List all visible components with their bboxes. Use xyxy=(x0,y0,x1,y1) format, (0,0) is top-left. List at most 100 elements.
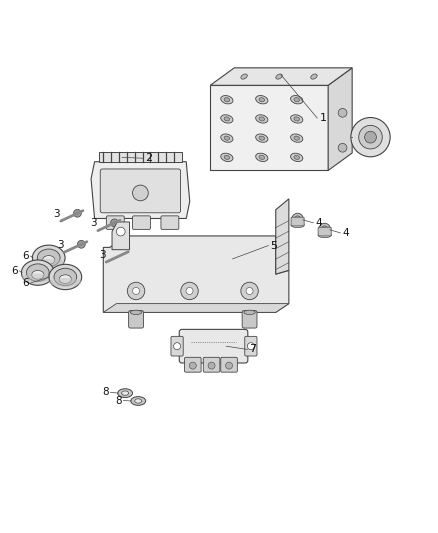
Circle shape xyxy=(338,143,347,152)
Ellipse shape xyxy=(221,134,233,142)
Circle shape xyxy=(241,282,258,300)
Text: 8: 8 xyxy=(116,395,122,406)
Circle shape xyxy=(364,131,376,143)
Circle shape xyxy=(351,117,390,157)
Text: 2: 2 xyxy=(145,153,152,163)
Text: 3: 3 xyxy=(57,240,64,249)
Ellipse shape xyxy=(26,264,49,281)
Circle shape xyxy=(246,287,253,294)
Text: 3: 3 xyxy=(99,250,105,260)
Circle shape xyxy=(119,251,127,259)
Circle shape xyxy=(338,108,347,117)
Circle shape xyxy=(74,209,81,217)
Ellipse shape xyxy=(290,115,303,123)
Ellipse shape xyxy=(118,389,133,398)
Ellipse shape xyxy=(21,260,54,285)
FancyBboxPatch shape xyxy=(100,169,180,213)
Ellipse shape xyxy=(259,98,265,102)
FancyBboxPatch shape xyxy=(242,311,257,328)
Ellipse shape xyxy=(294,117,300,121)
Ellipse shape xyxy=(259,155,265,159)
Circle shape xyxy=(173,343,180,350)
Circle shape xyxy=(133,287,140,294)
Ellipse shape xyxy=(294,136,300,140)
Circle shape xyxy=(127,282,145,300)
Circle shape xyxy=(78,240,85,248)
Ellipse shape xyxy=(59,275,71,284)
Ellipse shape xyxy=(32,259,65,268)
Ellipse shape xyxy=(221,153,233,161)
Ellipse shape xyxy=(291,222,304,228)
Ellipse shape xyxy=(256,115,268,123)
Ellipse shape xyxy=(122,391,129,395)
Ellipse shape xyxy=(131,397,146,405)
Polygon shape xyxy=(112,222,130,249)
Ellipse shape xyxy=(135,399,142,403)
Ellipse shape xyxy=(224,155,230,159)
Ellipse shape xyxy=(21,273,54,282)
Text: 4: 4 xyxy=(315,218,321,228)
Ellipse shape xyxy=(276,74,282,79)
Ellipse shape xyxy=(42,256,55,264)
Ellipse shape xyxy=(49,264,81,289)
Polygon shape xyxy=(103,304,289,312)
Circle shape xyxy=(189,362,196,369)
Ellipse shape xyxy=(32,270,44,279)
Circle shape xyxy=(294,216,300,222)
Text: 6: 6 xyxy=(11,266,18,276)
Text: 1: 1 xyxy=(319,113,326,123)
Polygon shape xyxy=(99,152,182,161)
Circle shape xyxy=(208,362,215,369)
Ellipse shape xyxy=(259,117,265,121)
Text: 5: 5 xyxy=(271,240,278,251)
Text: 6: 6 xyxy=(22,251,29,261)
Ellipse shape xyxy=(131,310,142,314)
Circle shape xyxy=(247,343,254,350)
FancyBboxPatch shape xyxy=(245,336,257,356)
Ellipse shape xyxy=(224,117,230,121)
Ellipse shape xyxy=(256,134,268,142)
Ellipse shape xyxy=(32,245,65,270)
Ellipse shape xyxy=(37,249,60,266)
Circle shape xyxy=(117,227,125,236)
Text: 7: 7 xyxy=(250,344,257,354)
Text: 4: 4 xyxy=(342,228,349,238)
Circle shape xyxy=(321,226,328,232)
Ellipse shape xyxy=(244,310,255,314)
Text: 3: 3 xyxy=(53,209,60,219)
Ellipse shape xyxy=(256,95,268,104)
Polygon shape xyxy=(276,199,289,274)
Ellipse shape xyxy=(294,98,300,102)
Ellipse shape xyxy=(290,95,303,104)
Text: 3: 3 xyxy=(90,219,97,228)
FancyBboxPatch shape xyxy=(203,357,220,372)
Ellipse shape xyxy=(294,155,300,159)
Circle shape xyxy=(359,125,382,149)
Ellipse shape xyxy=(221,95,233,104)
FancyBboxPatch shape xyxy=(161,216,179,229)
Polygon shape xyxy=(210,68,352,85)
FancyBboxPatch shape xyxy=(171,336,183,356)
Polygon shape xyxy=(328,68,352,171)
Circle shape xyxy=(226,362,233,369)
Text: 8: 8 xyxy=(102,387,109,397)
Ellipse shape xyxy=(49,278,81,287)
Ellipse shape xyxy=(224,136,230,140)
Polygon shape xyxy=(91,161,190,219)
Circle shape xyxy=(186,287,193,294)
Ellipse shape xyxy=(221,115,233,123)
FancyBboxPatch shape xyxy=(291,217,304,226)
Polygon shape xyxy=(210,85,328,171)
Circle shape xyxy=(181,282,198,300)
Ellipse shape xyxy=(318,232,331,238)
Ellipse shape xyxy=(311,74,317,79)
Ellipse shape xyxy=(256,153,268,161)
Ellipse shape xyxy=(241,74,247,79)
FancyBboxPatch shape xyxy=(221,357,237,372)
Circle shape xyxy=(133,185,148,201)
Ellipse shape xyxy=(259,136,265,140)
Circle shape xyxy=(292,213,303,224)
Ellipse shape xyxy=(54,268,77,286)
FancyBboxPatch shape xyxy=(179,329,248,363)
Ellipse shape xyxy=(290,134,303,142)
